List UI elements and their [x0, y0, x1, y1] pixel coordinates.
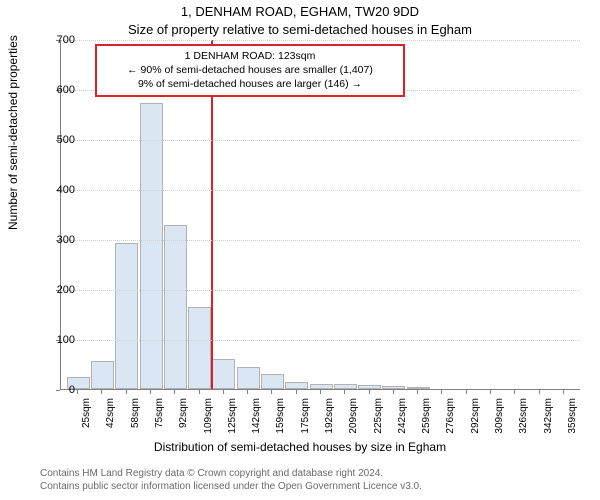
- histogram-bar: [334, 384, 357, 389]
- gridline-h: [61, 240, 580, 241]
- xtick-mark: [539, 390, 540, 394]
- xtick-label: 292sqm: [470, 398, 481, 442]
- xtick-label: 175sqm: [300, 398, 311, 442]
- xtick-label: 192sqm: [324, 398, 335, 442]
- gridline-h: [61, 140, 580, 141]
- histogram-bar: [115, 243, 138, 389]
- xtick-label: 276sqm: [445, 398, 456, 442]
- histogram-bar: [261, 374, 284, 389]
- xtick-label: 109sqm: [203, 398, 214, 442]
- xtick-mark: [126, 390, 127, 394]
- histogram-bar: [188, 307, 211, 390]
- xtick-mark: [490, 390, 491, 394]
- gridline-h: [61, 340, 580, 341]
- xtick-label: 42sqm: [105, 398, 116, 442]
- xtick-mark: [344, 390, 345, 394]
- xtick-mark: [441, 390, 442, 394]
- histogram-bar: [407, 387, 430, 390]
- gridline-h: [61, 290, 580, 291]
- info-box-line3: 9% of semi-detached houses are larger (1…: [105, 77, 395, 91]
- ytick-label: 300: [45, 234, 75, 246]
- histogram-bar: [237, 367, 260, 390]
- histogram-bar: [164, 225, 187, 389]
- ytick-label: 700: [45, 34, 75, 46]
- info-box-line1: 1 DENHAM ROAD: 123sqm: [105, 49, 395, 63]
- x-axis-label: Distribution of semi-detached houses by …: [0, 440, 600, 454]
- footer-line2: Contains public sector information licen…: [40, 481, 422, 494]
- xtick-label: 342sqm: [543, 398, 554, 442]
- xtick-mark: [369, 390, 370, 394]
- footer-line1: Contains HM Land Registry data © Crown c…: [40, 468, 422, 481]
- xtick-mark: [150, 390, 151, 394]
- xtick-label: 326sqm: [518, 398, 529, 442]
- gridline-h: [61, 190, 580, 191]
- histogram-bar: [382, 386, 405, 389]
- histogram-bar: [212, 359, 235, 389]
- xtick-mark: [296, 390, 297, 394]
- xtick-mark: [271, 390, 272, 394]
- xtick-label: 92sqm: [178, 398, 189, 442]
- ytick-label: 600: [45, 84, 75, 96]
- histogram-bar: [358, 385, 381, 389]
- footer-attribution: Contains HM Land Registry data © Crown c…: [40, 468, 422, 493]
- info-box-line2: ← 90% of semi-detached houses are smalle…: [105, 63, 395, 77]
- xtick-label: 209sqm: [348, 398, 359, 442]
- ytick-label: 400: [45, 184, 75, 196]
- xtick-mark: [101, 390, 102, 394]
- xtick-label: 25sqm: [81, 398, 92, 442]
- xtick-mark: [223, 390, 224, 394]
- ytick-label: 100: [45, 334, 75, 346]
- gridline-h: [61, 40, 580, 41]
- ytick-label: 500: [45, 134, 75, 146]
- xtick-label: 159sqm: [275, 398, 286, 442]
- xtick-label: 58sqm: [130, 398, 141, 442]
- xtick-label: 242sqm: [397, 398, 408, 442]
- xtick-mark: [199, 390, 200, 394]
- xtick-mark: [174, 390, 175, 394]
- xtick-label: 225sqm: [373, 398, 384, 442]
- histogram-bar: [285, 382, 308, 390]
- y-axis-label: Number of semi-detached properties: [6, 35, 20, 230]
- chart-title-line2: Size of property relative to semi-detach…: [0, 22, 600, 37]
- xtick-mark: [320, 390, 321, 394]
- histogram-bar: [140, 103, 163, 389]
- xtick-mark: [417, 390, 418, 394]
- histogram-bar: [91, 361, 114, 389]
- ytick-label: 200: [45, 284, 75, 296]
- xtick-mark: [247, 390, 248, 394]
- chart-title-line1: 1, DENHAM ROAD, EGHAM, TW20 9DD: [0, 4, 600, 19]
- xtick-label: 125sqm: [227, 398, 238, 442]
- xtick-mark: [77, 390, 78, 394]
- marker-info-box: 1 DENHAM ROAD: 123sqm ← 90% of semi-deta…: [95, 44, 405, 97]
- xtick-mark: [466, 390, 467, 394]
- xtick-label: 75sqm: [154, 398, 165, 442]
- ytick-label: 0: [45, 384, 75, 396]
- xtick-label: 142sqm: [251, 398, 262, 442]
- xtick-label: 259sqm: [421, 398, 432, 442]
- histogram-bar: [310, 384, 333, 389]
- xtick-label: 309sqm: [494, 398, 505, 442]
- xtick-mark: [563, 390, 564, 394]
- xtick-mark: [514, 390, 515, 394]
- xtick-mark: [393, 390, 394, 394]
- xtick-label: 359sqm: [567, 398, 578, 442]
